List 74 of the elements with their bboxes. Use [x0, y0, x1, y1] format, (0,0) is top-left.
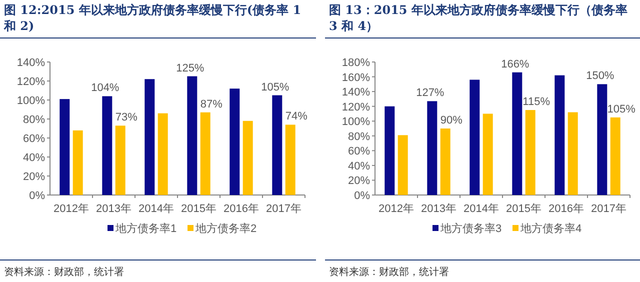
chart-title: 图 12:2015 年以来地方政府债务率缓慢下行(债务率 1 和 2)	[4, 2, 302, 34]
y-tick-label: 20%	[348, 175, 370, 188]
bar	[102, 96, 112, 195]
bar	[60, 99, 70, 195]
bar	[512, 72, 522, 195]
y-tick-label: 40%	[348, 160, 370, 172]
x-tick-label: 2016年	[224, 203, 259, 215]
bar	[398, 135, 408, 195]
x-tick-label: 2015年	[506, 203, 542, 215]
bar	[482, 114, 493, 195]
x-tick-label: 2016年	[548, 203, 584, 215]
data-label: 87%	[200, 98, 223, 110]
bar	[440, 128, 450, 195]
x-tick-label: 2013年	[421, 203, 456, 215]
bar	[597, 84, 608, 195]
text: 资料来源：财政部，统计署	[329, 266, 449, 278]
bar	[144, 79, 155, 195]
bar	[427, 101, 438, 195]
y-tick-label: 60%	[348, 146, 370, 158]
bar	[470, 80, 480, 195]
x-tick-label: 2017年	[591, 203, 626, 215]
legend-label: 地方债务率3	[440, 222, 502, 235]
legend-label: 地方债务率4	[520, 222, 582, 235]
bar	[272, 95, 282, 195]
y-tick-label: 100%	[16, 95, 46, 107]
data-label: 105%	[607, 103, 636, 116]
data-label: 73%	[115, 112, 138, 124]
y-tick-label: 0%	[354, 190, 370, 202]
x-tick-label: 2013年	[96, 203, 132, 215]
y-tick-label: 120%	[16, 76, 46, 88]
data-label: 125%	[176, 62, 204, 74]
bar	[242, 120, 253, 195]
x-tick-label: 2014年	[138, 203, 174, 215]
bar	[285, 124, 296, 195]
bar	[230, 88, 240, 195]
bar	[200, 112, 210, 195]
x-tick-label: 2014年	[464, 203, 499, 215]
bar	[115, 126, 126, 195]
bar	[384, 106, 395, 195]
data-label: 127%	[416, 87, 444, 100]
bar	[568, 112, 578, 195]
x-tick-label: 2017年	[266, 203, 302, 215]
data-label: 74%	[285, 110, 308, 123]
bar	[610, 117, 620, 195]
bar	[554, 75, 565, 195]
x-tick-label: 2012年	[54, 203, 89, 215]
data-label: 90%	[440, 114, 463, 126]
bar	[158, 113, 168, 195]
data-label: 104%	[91, 82, 120, 94]
y-tick-label: 40%	[22, 152, 46, 164]
legend-label: 地方债务率2	[194, 222, 257, 235]
data-label: 166%	[501, 58, 530, 70]
chart-title: 图 13：2015 年以来地方政府债务率缓慢下行（债务率 3 和 4）	[329, 2, 628, 34]
x-tick-label: 2015年	[181, 203, 216, 215]
y-tick-label: 140%	[16, 57, 46, 69]
bar	[187, 76, 198, 195]
text: 资料来源：财政部，统计署	[4, 266, 124, 278]
bar	[72, 130, 83, 195]
legend-label: 地方债务率1	[114, 222, 177, 235]
y-tick-label: 60%	[22, 133, 46, 145]
y-tick-label: 120%	[342, 101, 370, 114]
y-tick-label: 0%	[29, 190, 46, 202]
data-label: 115%	[522, 96, 550, 108]
y-tick-label: 140%	[342, 86, 370, 99]
data-label: 105%	[261, 81, 290, 94]
y-tick-label: 180%	[342, 57, 370, 69]
y-tick-label: 160%	[342, 72, 370, 84]
y-tick-label: 100%	[342, 116, 370, 128]
bar	[525, 110, 536, 195]
data-label: 150%	[586, 70, 614, 82]
x-tick-label: 2012年	[378, 203, 414, 215]
y-tick-label: 20%	[22, 171, 46, 183]
y-tick-label: 80%	[348, 130, 370, 143]
y-tick-label: 80%	[22, 114, 46, 126]
